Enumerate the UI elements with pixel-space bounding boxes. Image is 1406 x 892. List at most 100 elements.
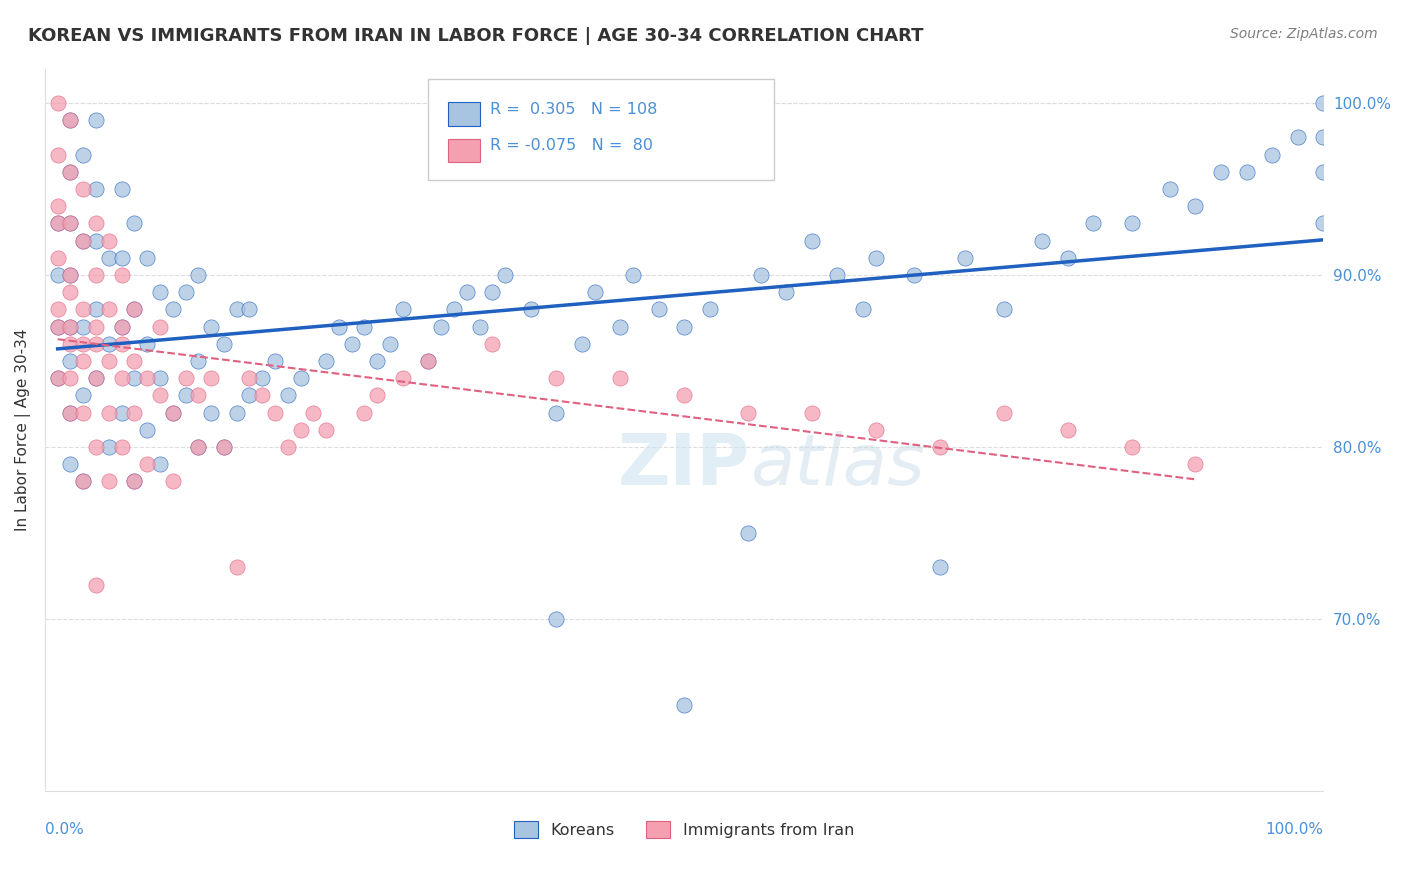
FancyBboxPatch shape: [447, 138, 479, 162]
Point: [162, 302, 184, 317]
Point: [494, 268, 516, 282]
Point: [97, 234, 120, 248]
Text: R = -0.075   N =  80: R = -0.075 N = 80: [489, 138, 652, 153]
Point: [865, 251, 887, 265]
Point: [277, 388, 299, 402]
Point: [72, 234, 94, 248]
Point: [1312, 130, 1334, 145]
Point: [749, 268, 772, 282]
Point: [59, 268, 82, 282]
Point: [609, 371, 631, 385]
Point: [97, 251, 120, 265]
Point: [46, 216, 69, 230]
Point: [225, 405, 247, 419]
Point: [46, 199, 69, 213]
Point: [124, 302, 146, 317]
Point: [1056, 423, 1078, 437]
Point: [353, 319, 375, 334]
Point: [200, 371, 222, 385]
Point: [928, 560, 950, 574]
Point: [392, 302, 415, 317]
Point: [366, 354, 388, 368]
Point: [225, 302, 247, 317]
Point: [200, 319, 222, 334]
Point: [187, 440, 209, 454]
Point: [124, 354, 146, 368]
Point: [481, 336, 503, 351]
Point: [72, 302, 94, 317]
Point: [110, 440, 132, 454]
Point: [136, 371, 159, 385]
Point: [46, 147, 69, 161]
Point: [59, 268, 82, 282]
Point: [46, 95, 69, 110]
Text: atlas: atlas: [751, 432, 925, 500]
Point: [583, 285, 606, 299]
Point: [1031, 234, 1053, 248]
Point: [59, 216, 82, 230]
Point: [59, 285, 82, 299]
Point: [72, 182, 94, 196]
Point: [59, 113, 82, 128]
Point: [250, 388, 273, 402]
Point: [110, 319, 132, 334]
Point: [84, 440, 107, 454]
Point: [264, 354, 287, 368]
Point: [46, 302, 69, 317]
Point: [84, 182, 107, 196]
Point: [1121, 440, 1143, 454]
Point: [59, 371, 82, 385]
Point: [110, 336, 132, 351]
Point: [290, 371, 312, 385]
Point: [212, 440, 235, 454]
Point: [571, 336, 593, 351]
Point: [46, 251, 69, 265]
Point: [1286, 130, 1309, 145]
Point: [903, 268, 925, 282]
Point: [46, 268, 69, 282]
Point: [928, 440, 950, 454]
Point: [328, 319, 350, 334]
Point: [110, 182, 132, 196]
Point: [302, 405, 325, 419]
Point: [59, 354, 82, 368]
Point: [124, 405, 146, 419]
Point: [827, 268, 849, 282]
Point: [84, 319, 107, 334]
Point: [1184, 199, 1206, 213]
Point: [84, 371, 107, 385]
Point: [162, 405, 184, 419]
Point: [737, 405, 759, 419]
Point: [340, 336, 363, 351]
Point: [46, 216, 69, 230]
Text: R =  0.305   N = 108: R = 0.305 N = 108: [489, 103, 657, 117]
Point: [238, 388, 260, 402]
Point: [72, 475, 94, 489]
Point: [212, 336, 235, 351]
Point: [418, 354, 440, 368]
Point: [162, 475, 184, 489]
FancyBboxPatch shape: [447, 103, 479, 127]
Point: [59, 216, 82, 230]
Point: [110, 405, 132, 419]
Point: [1184, 457, 1206, 471]
Point: [124, 216, 146, 230]
Point: [993, 405, 1015, 419]
Point: [84, 577, 107, 591]
Point: [46, 371, 69, 385]
Point: [84, 302, 107, 317]
Point: [1312, 95, 1334, 110]
Point: [187, 388, 209, 402]
Point: [72, 336, 94, 351]
Point: [72, 319, 94, 334]
Point: [775, 285, 797, 299]
Point: [84, 268, 107, 282]
Point: [187, 354, 209, 368]
Point: [136, 457, 159, 471]
Point: [110, 268, 132, 282]
Point: [456, 285, 478, 299]
Point: [546, 371, 568, 385]
Point: [84, 113, 107, 128]
Point: [97, 405, 120, 419]
Point: [97, 354, 120, 368]
